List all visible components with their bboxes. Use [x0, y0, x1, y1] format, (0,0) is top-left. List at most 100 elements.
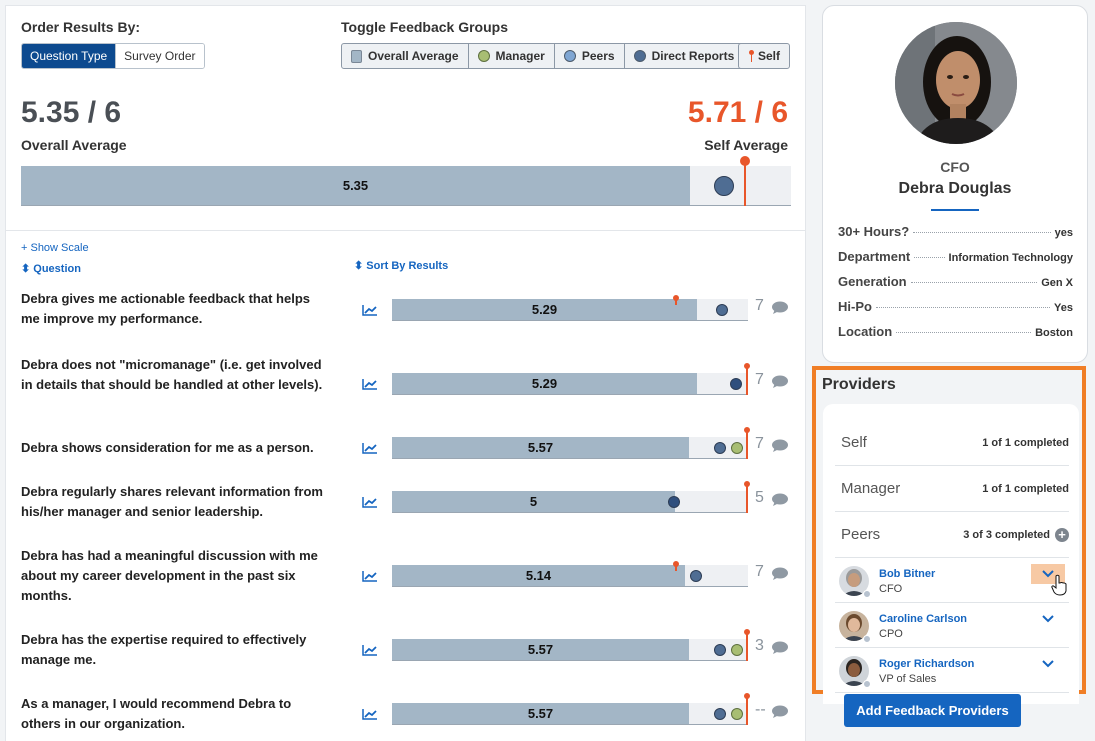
sort-by-results-header[interactable]: ⬍ Sort By Results: [354, 260, 449, 272]
profile-title: CFO: [940, 159, 970, 175]
trend-chart-icon[interactable]: [362, 496, 378, 508]
attribute-key: Department: [838, 249, 911, 264]
toggle-peers[interactable]: Peers: [555, 44, 625, 68]
toggle-self[interactable]: Self: [738, 43, 791, 69]
self-marker: [746, 633, 748, 661]
profile-name: Debra Douglas: [898, 180, 1012, 197]
peer-name[interactable]: Bob Bitner: [879, 568, 936, 580]
overall-self-marker-tip: [740, 156, 750, 166]
comments-icon[interactable]: [770, 301, 788, 315]
attribute-value: Boston: [1035, 327, 1073, 339]
score-fill: 5.57: [392, 639, 689, 660]
manager-marker: [731, 708, 743, 720]
comments-icon[interactable]: [770, 493, 788, 507]
feedback-group-toggle: Overall Average Manager Peers Direct Rep…: [341, 43, 745, 69]
response-count: 5: [755, 489, 764, 506]
add-circle-icon[interactable]: +: [1055, 527, 1069, 542]
question-score-bar: 5: [392, 481, 750, 513]
question-score-bar: 5.29: [392, 295, 748, 321]
peers-marker: [716, 304, 728, 316]
score-fill: 5.14: [392, 565, 685, 586]
comments-icon[interactable]: [770, 705, 788, 719]
question-text: Debra gives me actionable feedback that …: [21, 291, 310, 326]
overall-self-marker: [744, 162, 746, 206]
order-question-type-button[interactable]: Question Type: [22, 44, 117, 68]
results-panel: Order Results By: Question Type Survey O…: [5, 5, 806, 741]
name-underline: [931, 209, 979, 211]
avatar: [839, 656, 869, 686]
trend-chart-icon[interactable]: [362, 378, 378, 390]
self-marker: [746, 367, 748, 395]
question-text: As a manager, I would recommend Debra to…: [21, 696, 292, 731]
peers-marker: [714, 442, 726, 454]
comments-icon[interactable]: [770, 641, 788, 655]
manager-marker: [731, 442, 743, 454]
score-fill: 5.29: [392, 299, 697, 320]
question-text: Debra has had a meaningful discussion wi…: [21, 548, 318, 603]
attribute-key: 30+ Hours?: [838, 224, 910, 239]
comments-icon[interactable]: [770, 567, 788, 581]
trend-chart-icon[interactable]: [362, 644, 378, 656]
direct-reports-dot-icon: [633, 50, 646, 62]
question-score-bar: 5.29: [392, 363, 750, 395]
question-score-bar: 5.57: [392, 629, 750, 661]
comments-icon[interactable]: [770, 375, 788, 389]
status-dot: [863, 680, 871, 688]
leader-dots: [875, 307, 1051, 308]
peer-role: VP of Sales: [879, 673, 937, 685]
provider-group-self[interactable]: Self 1 of 1 completed: [835, 420, 1069, 466]
profile-card: CFO Debra Douglas 30+ Hours? yes Departmen…: [822, 5, 1088, 363]
score-fill: 5.29: [392, 373, 697, 394]
providers-card: [823, 404, 1079, 704]
self-marker-tip: [744, 363, 750, 369]
direct-reports-marker: [730, 378, 742, 390]
order-survey-order-button[interactable]: Survey Order: [116, 44, 204, 68]
peer-role: CPO: [879, 628, 903, 640]
manager-dot-icon: [477, 50, 490, 62]
response-count: 7: [755, 297, 764, 314]
leader-dots: [913, 232, 1051, 233]
toggle-manager[interactable]: Manager: [469, 44, 555, 68]
comments-icon[interactable]: [770, 439, 788, 453]
attribute-value: Yes: [1054, 302, 1073, 314]
peers-marker: [714, 644, 726, 656]
trend-chart-icon[interactable]: [362, 570, 378, 582]
question-sort-header[interactable]: ⬍ Question: [21, 263, 81, 275]
toggle-overall-average[interactable]: Overall Average: [342, 44, 469, 68]
hand-cursor-icon: [1051, 574, 1067, 596]
overall-score: 5.35 / 6: [21, 96, 122, 129]
profile-attribute: Location Boston: [838, 324, 1073, 339]
provider-group-peers[interactable]: Peers 3 of 3 completed +: [835, 512, 1069, 558]
chevron-down-icon[interactable]: [1031, 609, 1065, 629]
profile-attribute: 30+ Hours? yes: [838, 224, 1073, 239]
peer-name[interactable]: Roger Richardson: [879, 658, 975, 670]
peer-provider-row[interactable]: Caroline Carlson CPO: [835, 603, 1069, 648]
provider-group-manager[interactable]: Manager 1 of 1 completed: [835, 466, 1069, 512]
overall-peers-marker: [714, 176, 734, 196]
peer-name[interactable]: Caroline Carlson: [879, 613, 968, 625]
manager-marker: [731, 644, 743, 656]
show-scale-link[interactable]: + Show Scale: [21, 242, 89, 254]
question-text: Debra does not "micromanage" (i.e. get i…: [21, 357, 323, 392]
add-feedback-providers-button[interactable]: Add Feedback Providers: [844, 694, 1021, 727]
toggle-direct-reports[interactable]: Direct Reports: [625, 44, 744, 68]
sort-icon: ⬍: [354, 260, 364, 272]
self-marker: [746, 485, 748, 513]
peers-dot-icon: [563, 50, 576, 62]
chevron-down-icon[interactable]: [1031, 654, 1065, 674]
providers-panel: Providers Self 1 of 1 completed Manager …: [812, 366, 1086, 704]
order-toggle: Question Type Survey Order: [21, 43, 205, 69]
trend-chart-icon[interactable]: [362, 304, 378, 316]
peer-role: CFO: [879, 583, 903, 595]
self-marker-tip: [744, 693, 750, 699]
trend-chart-icon[interactable]: [362, 442, 378, 454]
overall-swatch-icon: [351, 49, 362, 63]
self-marker-tip: [673, 295, 679, 301]
profile-photo: [895, 22, 1017, 144]
trend-chart-icon[interactable]: [362, 708, 378, 720]
status-dot: [863, 635, 871, 643]
peer-provider-row[interactable]: Bob Bitner CFO: [835, 558, 1069, 603]
leader-dots: [896, 332, 1032, 333]
peer-provider-row[interactable]: Roger Richardson VP of Sales: [835, 648, 1069, 693]
overall-bar: 5.35: [21, 156, 791, 206]
